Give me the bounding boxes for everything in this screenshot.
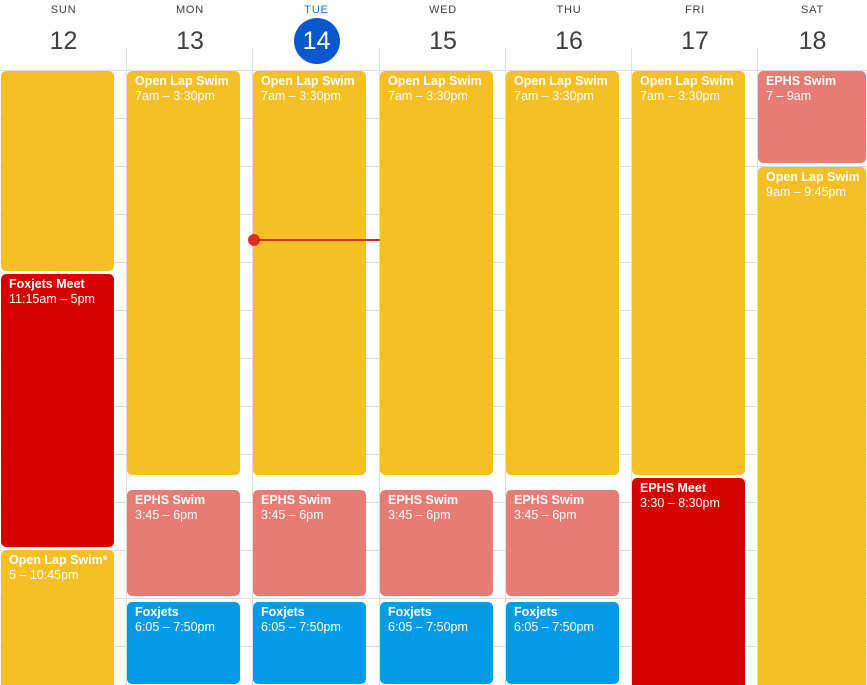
day-header-wed[interactable]: WED 15 bbox=[380, 0, 506, 70]
day-number[interactable]: 13 bbox=[176, 27, 204, 55]
event-time: 3:30 – 8:30pm bbox=[640, 496, 720, 510]
day-header-sun[interactable]: SUN 12 bbox=[0, 0, 127, 70]
day-header-fri[interactable]: FRI 17 bbox=[632, 0, 758, 70]
event-time: 7am – 3:30pm bbox=[640, 89, 720, 103]
event-title: EPHS Swim bbox=[261, 493, 332, 507]
current-time-line bbox=[253, 239, 380, 241]
event-title: EPHS Swim bbox=[388, 493, 459, 507]
event-time: 6:05 – 7:50pm bbox=[135, 620, 215, 634]
event-time: 7am – 3:30pm bbox=[514, 89, 594, 103]
hour-line bbox=[0, 598, 867, 599]
event-wed-open-lap-swim[interactable]: Open Lap Swim 7am – 3:30pm bbox=[380, 71, 493, 475]
day-divider bbox=[126, 48, 127, 685]
event-sun-open-lap-swim-continued[interactable] bbox=[1, 71, 114, 271]
event-title: EPHS Meet bbox=[640, 481, 706, 495]
event-title: Foxjets bbox=[514, 605, 558, 619]
day-name: TUE bbox=[304, 4, 329, 16]
event-time: 7am – 3:30pm bbox=[388, 89, 468, 103]
event-title: Open Lap Swim bbox=[261, 74, 355, 88]
event-title: Open Lap Swim bbox=[766, 170, 860, 184]
day-number[interactable]: 16 bbox=[555, 27, 583, 55]
day-header-thu[interactable]: THU 16 bbox=[506, 0, 632, 70]
event-time: 3:45 – 6pm bbox=[514, 508, 577, 522]
day-header-sat[interactable]: SAT 18 bbox=[758, 0, 867, 70]
event-title: Open Lap Swim bbox=[135, 74, 229, 88]
today-day-number[interactable]: 14 bbox=[293, 18, 340, 64]
event-mon-ephs-swim[interactable]: EPHS Swim 3:45 – 6pm bbox=[127, 490, 240, 596]
day-name: FRI bbox=[684, 4, 706, 16]
day-header-tue[interactable]: TUE 14 bbox=[253, 0, 380, 70]
event-time: 3:45 – 6pm bbox=[388, 508, 451, 522]
event-title: Open Lap Swim bbox=[640, 74, 734, 88]
current-time-dot bbox=[248, 234, 260, 246]
event-time: 5 – 10:45pm bbox=[9, 568, 79, 582]
event-mon-foxjets[interactable]: Foxjets 6:05 – 7:50pm bbox=[127, 602, 240, 684]
day-number[interactable]: 15 bbox=[429, 27, 457, 55]
event-sun-open-lap-swim[interactable]: Open Lap Swim* 5 – 10:45pm bbox=[1, 550, 114, 685]
event-thu-ephs-swim[interactable]: EPHS Swim 3:45 – 6pm bbox=[506, 490, 619, 596]
event-wed-ephs-swim[interactable]: EPHS Swim 3:45 – 6pm bbox=[380, 490, 493, 596]
event-tue-ephs-swim[interactable]: EPHS Swim 3:45 – 6pm bbox=[253, 490, 366, 596]
event-time: 6:05 – 7:50pm bbox=[388, 620, 468, 634]
event-time: 7 – 9am bbox=[766, 89, 812, 103]
event-title: EPHS Swim bbox=[766, 74, 837, 88]
event-time: 9am – 9:45pm bbox=[766, 185, 846, 199]
event-tue-foxjets[interactable]: Foxjets 6:05 – 7:50pm bbox=[253, 602, 366, 684]
day-name: SUN bbox=[50, 4, 77, 16]
event-title: Foxjets bbox=[261, 605, 305, 619]
day-name: SAT bbox=[801, 4, 824, 16]
day-number[interactable]: 12 bbox=[49, 27, 78, 55]
day-name: WED bbox=[428, 4, 458, 16]
day-name: THU bbox=[556, 4, 582, 16]
day-divider bbox=[379, 48, 380, 685]
event-title: Open Lap Swim bbox=[388, 74, 482, 88]
day-number[interactable]: 17 bbox=[681, 27, 709, 55]
event-title: Foxjets bbox=[388, 605, 432, 619]
event-title: Open Lap Swim bbox=[514, 74, 608, 88]
day-divider bbox=[505, 48, 506, 685]
event-time: 3:45 – 6pm bbox=[261, 508, 324, 522]
event-sun-foxjets-meet[interactable]: Foxjets Meet 11:15am – 5pm bbox=[1, 274, 114, 547]
day-divider bbox=[631, 48, 632, 685]
event-mon-open-lap-swim[interactable]: Open Lap Swim 7am – 3:30pm bbox=[127, 71, 240, 475]
event-title: Foxjets bbox=[135, 605, 179, 619]
event-fri-open-lap-swim[interactable]: Open Lap Swim 7am – 3:30pm bbox=[632, 71, 745, 475]
event-sat-ephs-swim[interactable]: EPHS Swim 7 – 9am bbox=[758, 71, 866, 163]
day-divider bbox=[252, 48, 253, 685]
day-divider bbox=[757, 48, 758, 685]
day-name: MON bbox=[175, 4, 205, 16]
event-sat-open-lap-swim[interactable]: Open Lap Swim 9am – 9:45pm bbox=[758, 167, 866, 685]
event-thu-foxjets[interactable]: Foxjets 6:05 – 7:50pm bbox=[506, 602, 619, 684]
event-time: 6:05 – 7:50pm bbox=[514, 620, 594, 634]
day-header-mon[interactable]: MON 13 bbox=[127, 0, 253, 70]
event-fri-ephs-meet[interactable]: EPHS Meet 3:30 – 8:30pm bbox=[632, 478, 745, 685]
event-time: 11:15am – 5pm bbox=[9, 292, 95, 306]
event-title: EPHS Swim bbox=[135, 493, 206, 507]
event-time: 6:05 – 7:50pm bbox=[261, 620, 341, 634]
day-number[interactable]: 18 bbox=[798, 27, 827, 55]
event-time: 3:45 – 6pm bbox=[135, 508, 198, 522]
event-wed-foxjets[interactable]: Foxjets 6:05 – 7:50pm bbox=[380, 602, 493, 684]
event-title: EPHS Swim bbox=[514, 493, 585, 507]
event-thu-open-lap-swim[interactable]: Open Lap Swim 7am – 3:30pm bbox=[506, 71, 619, 475]
event-title: Open Lap Swim* bbox=[9, 553, 108, 567]
event-time: 7am – 3:30pm bbox=[135, 89, 215, 103]
event-title: Foxjets Meet bbox=[9, 277, 85, 291]
header-divider bbox=[0, 70, 867, 71]
event-tue-open-lap-swim[interactable]: Open Lap Swim 7am – 3:30pm bbox=[253, 71, 366, 475]
event-time: 7am – 3:30pm bbox=[261, 89, 341, 103]
